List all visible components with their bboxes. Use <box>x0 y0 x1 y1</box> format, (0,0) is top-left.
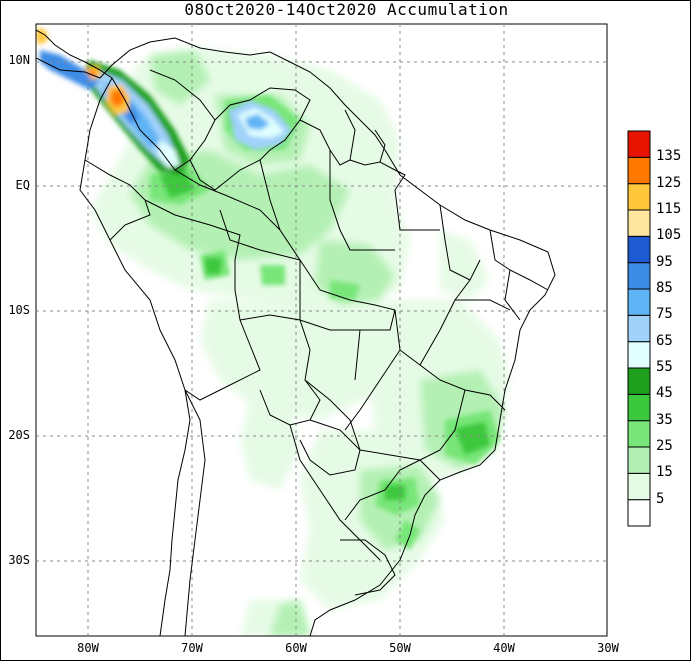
plot-border <box>35 23 608 637</box>
colorbar-swatch <box>627 446 651 474</box>
lat-tick-label: EQ <box>15 178 30 192</box>
colorbar-swatch <box>627 288 651 316</box>
colorbar-swatch <box>627 393 651 422</box>
map-title: 08Oct2020-14Oct2020 Accumulation <box>184 0 509 19</box>
colorbar-label: 25 <box>656 438 673 454</box>
brazil-states <box>219 150 511 521</box>
colorbar-label: 95 <box>656 253 673 270</box>
peru-border <box>144 199 261 401</box>
brazil-west-border <box>174 169 396 311</box>
country-borders <box>36 29 556 636</box>
venezuela-border <box>189 87 311 191</box>
colorbar-label: 65 <box>656 332 673 349</box>
lat-tick-label: 10S <box>8 303 30 317</box>
northeast-states <box>489 229 549 321</box>
colorbar-swatch <box>627 420 651 448</box>
colorbar-label: 75 <box>656 306 673 323</box>
colorbar-label: 45 <box>656 385 673 402</box>
lon-tick-label: 40W <box>493 641 515 655</box>
lat-tick-label: 30S <box>8 553 30 567</box>
colorbar <box>627 130 651 527</box>
colorbar-swatch <box>627 341 651 369</box>
lon-tick-label: 50W <box>389 641 411 655</box>
bolivia-border <box>239 314 321 426</box>
chile-border <box>184 389 206 636</box>
west-coast <box>79 77 191 636</box>
colorbar-swatch <box>627 209 651 237</box>
colorbar-swatch <box>627 367 651 395</box>
colorbar-label: 15 <box>656 464 673 481</box>
colorbar-label: 5 <box>656 490 665 507</box>
lon-tick-label: 70W <box>181 641 203 655</box>
paraguay-border <box>299 379 361 476</box>
colorbar-swatch <box>627 183 651 211</box>
central-america <box>36 29 113 79</box>
colorbar-swatch <box>627 472 651 501</box>
colorbar-swatch <box>627 130 651 158</box>
continent-outline <box>36 37 556 636</box>
colorbar-swatch <box>627 235 651 264</box>
colorbar-label: 105 <box>656 227 682 244</box>
lon-tick-label: 30W <box>597 641 619 655</box>
colorbar-label: 115 <box>656 201 682 217</box>
guyana-border <box>299 109 356 166</box>
lon-tick-label: 60W <box>285 641 307 655</box>
colorbar-swatch <box>627 314 651 343</box>
colorbar-label: 85 <box>656 280 673 296</box>
precip-heavy-venezuela <box>228 100 292 150</box>
colorbar-label: 55 <box>656 359 673 375</box>
colorbar-swatch <box>627 262 651 290</box>
colorbar-label: 125 <box>656 174 682 191</box>
lat-tick-label: 10N <box>8 53 30 67</box>
uruguay-border <box>340 539 396 596</box>
colorbar-label: 135 <box>656 148 682 165</box>
lon-tick-label: 80W <box>77 641 99 655</box>
argentina-north-border <box>289 424 381 561</box>
colorbar-swatch <box>627 156 651 185</box>
lat-tick-label: 20S <box>8 428 30 442</box>
colorbar-label: 35 <box>656 411 673 428</box>
french-guiana-border <box>379 161 406 191</box>
colorbar-swatch <box>627 499 651 527</box>
